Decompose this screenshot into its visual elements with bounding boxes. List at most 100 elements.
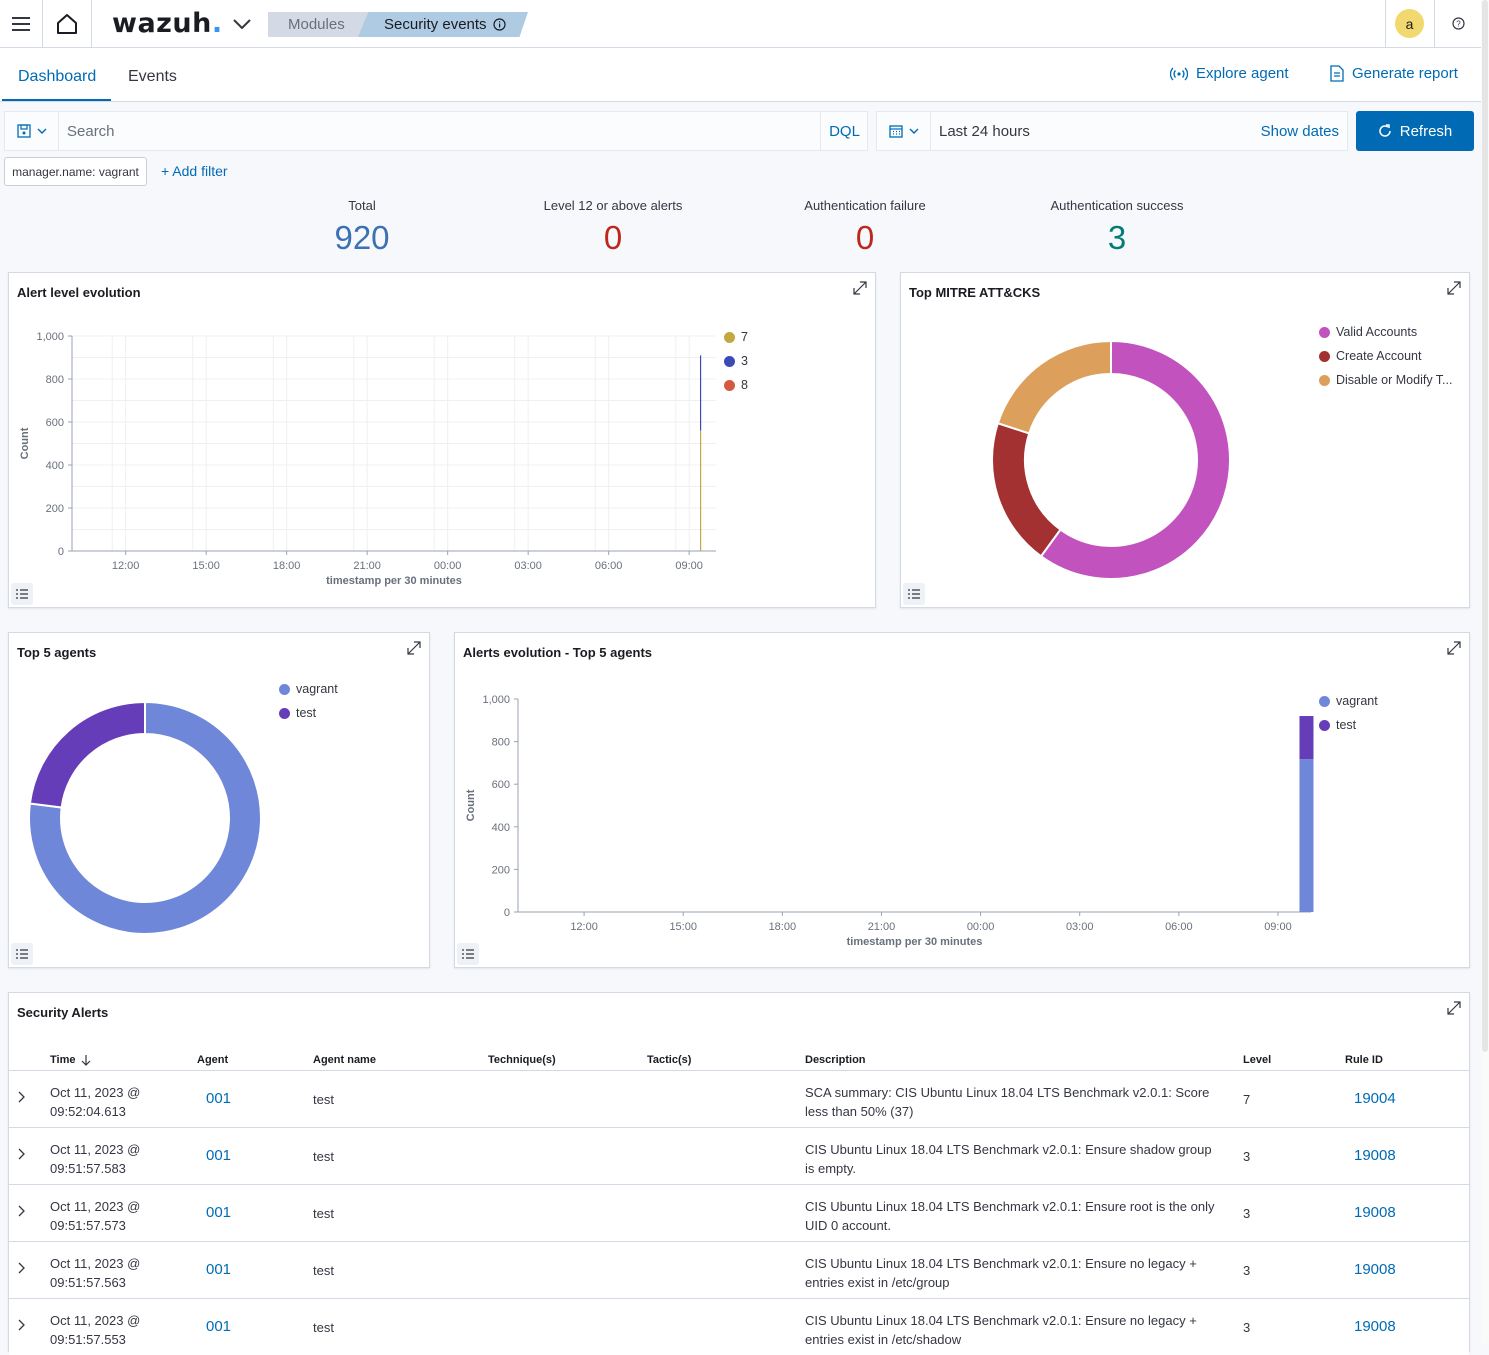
level-cell: 7	[1243, 1092, 1251, 1107]
column-header-description[interactable]: Description	[805, 1054, 866, 1066]
rule-id-link[interactable]: 19004	[1354, 1090, 1396, 1107]
description-line: is empty.	[805, 1161, 857, 1176]
list-icon[interactable]	[457, 943, 479, 965]
table-row[interactable]: Oct 11, 2023 @ 09:51:57.553 001 test CIS Ubu…	[9, 1298, 1469, 1355]
column-header-agent-name[interactable]: Agent name	[313, 1054, 376, 1066]
time-range-value[interactable]: Last 24 hours	[939, 123, 1030, 140]
table-row[interactable]: Oct 11, 2023 @ 09:51:57.563 001 test CIS Ubu…	[9, 1241, 1469, 1298]
column-header-techniques[interactable]: Technique(s)	[488, 1054, 556, 1066]
panel-title: Top 5 agents	[17, 645, 97, 660]
rule-id-link[interactable]: 19008	[1354, 1147, 1396, 1164]
x-tick-label: 21:00	[353, 560, 381, 572]
time-date: Oct 11, 2023 @	[50, 1313, 141, 1328]
x-tick-label: 06:00	[1165, 921, 1193, 933]
legend-item[interactable]: 8	[724, 373, 748, 397]
legend-item[interactable]: 7	[724, 325, 748, 349]
table-row[interactable]: Oct 11, 2023 @ 09:52:04.613 001 test SCA sum…	[9, 1070, 1469, 1127]
quick-select-button[interactable]	[877, 112, 931, 150]
list-icon[interactable]	[11, 583, 33, 605]
legend-item[interactable]: vagrant	[279, 677, 338, 701]
refresh-button[interactable]: Refresh	[1356, 111, 1474, 151]
legend-item[interactable]: vagrant	[1319, 689, 1378, 713]
saved-queries-button[interactable]	[5, 112, 59, 150]
y-tick-label: 800	[46, 374, 64, 386]
x-tick-label: 09:00	[1264, 921, 1292, 933]
show-dates-link[interactable]: Show dates	[1260, 123, 1339, 140]
expand-icon[interactable]	[1445, 639, 1463, 657]
legend-item[interactable]: test	[1319, 713, 1378, 737]
level-cell: 3	[1243, 1263, 1251, 1278]
expand-icon[interactable]	[1445, 999, 1463, 1017]
slice-test	[28, 700, 146, 809]
generate-report-button[interactable]: Generate report	[1330, 65, 1458, 82]
bar-vagrant	[1299, 759, 1314, 912]
filter-pill[interactable]: manager.name: vagrant	[4, 157, 147, 186]
tab-dashboard[interactable]: Dashboard	[18, 68, 97, 85]
column-header-time[interactable]: Time	[50, 1054, 91, 1066]
time-clock: 09:51:57.573	[50, 1218, 126, 1233]
save-icon	[16, 124, 31, 138]
explore-agent-button[interactable]: Explore agent	[1170, 65, 1289, 82]
agent-id-link[interactable]: 001	[206, 1090, 232, 1107]
breadcrumb-modules[interactable]: Modules	[268, 12, 368, 37]
legend-item[interactable]: Disable or Modify T...	[1319, 368, 1452, 392]
list-icon[interactable]	[903, 583, 925, 605]
add-filter-button[interactable]: + Add filter	[161, 163, 228, 179]
column-header-tactics[interactable]: Tactic(s)	[647, 1054, 692, 1066]
alerts-evolution-panel: Alerts evolution - Top 5 agents 0 200 400 6…	[454, 632, 1470, 968]
calendar-icon	[888, 125, 903, 138]
table-row[interactable]: Oct 11, 2023 @ 09:51:57.573 001 test CIS Ubu…	[9, 1184, 1469, 1241]
info-icon[interactable]	[492, 18, 506, 31]
metric-auth-success: Authentication success 3	[997, 198, 1237, 257]
chevron-right-icon[interactable]	[18, 1262, 26, 1274]
expand-icon[interactable]	[851, 279, 869, 297]
chevron-right-icon[interactable]	[18, 1205, 26, 1217]
legend-item[interactable]: Valid Accounts	[1319, 320, 1452, 344]
chevron-down-icon[interactable]	[228, 0, 256, 47]
x-tick-label: 15:00	[192, 560, 220, 572]
y-tick-label: 200	[492, 864, 510, 876]
agent-id-link[interactable]: 001	[206, 1204, 232, 1221]
wazuh-logo[interactable]: wazuh.	[112, 8, 223, 39]
metric-value: 0	[855, 219, 875, 256]
query-language-button[interactable]: DQL	[820, 112, 868, 150]
legend-item[interactable]: 3	[724, 349, 748, 373]
chevron-right-icon[interactable]	[18, 1148, 26, 1160]
column-header-rule-id[interactable]: Rule ID	[1345, 1054, 1383, 1066]
agent-id-link[interactable]: 001	[206, 1318, 232, 1335]
help-icon[interactable]: ?	[1446, 0, 1470, 47]
search-input[interactable]: Search	[67, 123, 115, 140]
divider	[91, 0, 92, 47]
chevron-right-icon[interactable]	[18, 1091, 26, 1103]
list-icon[interactable]	[11, 943, 33, 965]
legend-item[interactable]: test	[279, 701, 338, 725]
column-header-agent[interactable]: Agent	[197, 1054, 229, 1066]
legend-item[interactable]: Create Account	[1319, 344, 1452, 368]
time-clock: 09:51:57.563	[50, 1275, 126, 1290]
agent-id-link[interactable]: 001	[206, 1147, 232, 1164]
expand-icon[interactable]	[405, 639, 423, 657]
table-row[interactable]: Oct 11, 2023 @ 09:51:57.583 001 test CIS Ubu…	[9, 1127, 1469, 1184]
panel-title: Top MITRE ATT&CKS	[909, 285, 1041, 300]
chevron-right-icon[interactable]	[18, 1319, 26, 1331]
metric-label: Authentication failure	[804, 198, 926, 213]
metric-total: Total 920	[242, 198, 482, 257]
column-header-level[interactable]: Level	[1243, 1054, 1272, 1066]
rule-id-link[interactable]: 19008	[1354, 1261, 1396, 1278]
agent-name-cell: test	[313, 1206, 334, 1221]
scrollbar-thumb[interactable]	[1482, 0, 1488, 1052]
rule-id-link[interactable]: 19008	[1354, 1204, 1396, 1221]
expand-icon[interactable]	[1445, 279, 1463, 297]
level-cell: 3	[1243, 1320, 1251, 1335]
time-cell: Oct 11, 2023 @ 09:51:57.573	[50, 1197, 140, 1235]
chart-legend: 7 3 8	[724, 325, 748, 397]
rule-id-link[interactable]: 19008	[1354, 1318, 1396, 1335]
description-cell: SCA summary: CIS Ubuntu Linux 18.04 LTS …	[805, 1083, 1209, 1121]
panel-title: Alerts evolution - Top 5 agents	[463, 645, 653, 660]
menu-icon[interactable]	[0, 0, 42, 47]
agent-id-link[interactable]: 001	[206, 1261, 232, 1278]
home-icon[interactable]	[43, 0, 91, 47]
avatar[interactable]: a	[1395, 9, 1424, 38]
tab-events[interactable]: Events	[128, 68, 177, 85]
level-cell: 3	[1243, 1149, 1251, 1164]
